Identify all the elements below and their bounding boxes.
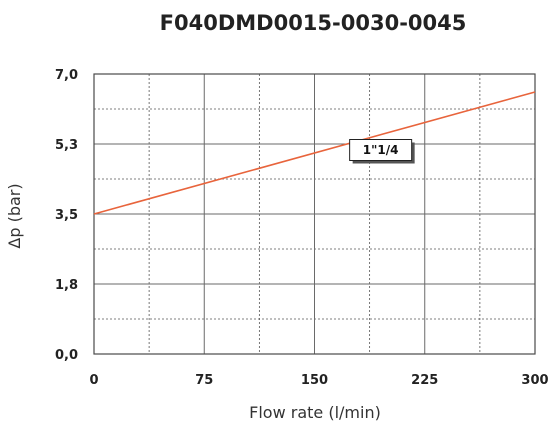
major-gridlines bbox=[94, 74, 535, 354]
x-tick-label: 300 bbox=[521, 373, 548, 388]
x-tick-labels: 0 75 150 225 300 bbox=[89, 373, 548, 388]
y-tick-label: 3,5 bbox=[55, 208, 78, 223]
series-annotation: 1"1/4 bbox=[349, 139, 415, 164]
series-line bbox=[93, 91, 536, 215]
x-tick-label: 150 bbox=[301, 373, 328, 388]
series-layer bbox=[93, 91, 536, 215]
chart-title: F040DMD0015-0030-0045 bbox=[160, 11, 467, 35]
y-axis-label: Δp (bar) bbox=[5, 183, 24, 248]
x-tick-label: 225 bbox=[411, 373, 438, 388]
x-tick-label: 0 bbox=[89, 373, 98, 388]
y-tick-labels: 0,0 1,8 3,5 5,3 7,0 bbox=[55, 68, 78, 363]
y-tick-label: 7,0 bbox=[55, 68, 78, 83]
x-axis-label: Flow rate (l/min) bbox=[249, 403, 381, 422]
annotation-label: 1"1/4 bbox=[363, 143, 399, 157]
y-tick-label: 0,0 bbox=[55, 348, 78, 363]
x-tick-label: 75 bbox=[195, 373, 213, 388]
annotation-box bbox=[349, 139, 413, 161]
y-tick-label: 1,8 bbox=[55, 278, 78, 293]
y-tick-label: 5,3 bbox=[55, 138, 78, 153]
